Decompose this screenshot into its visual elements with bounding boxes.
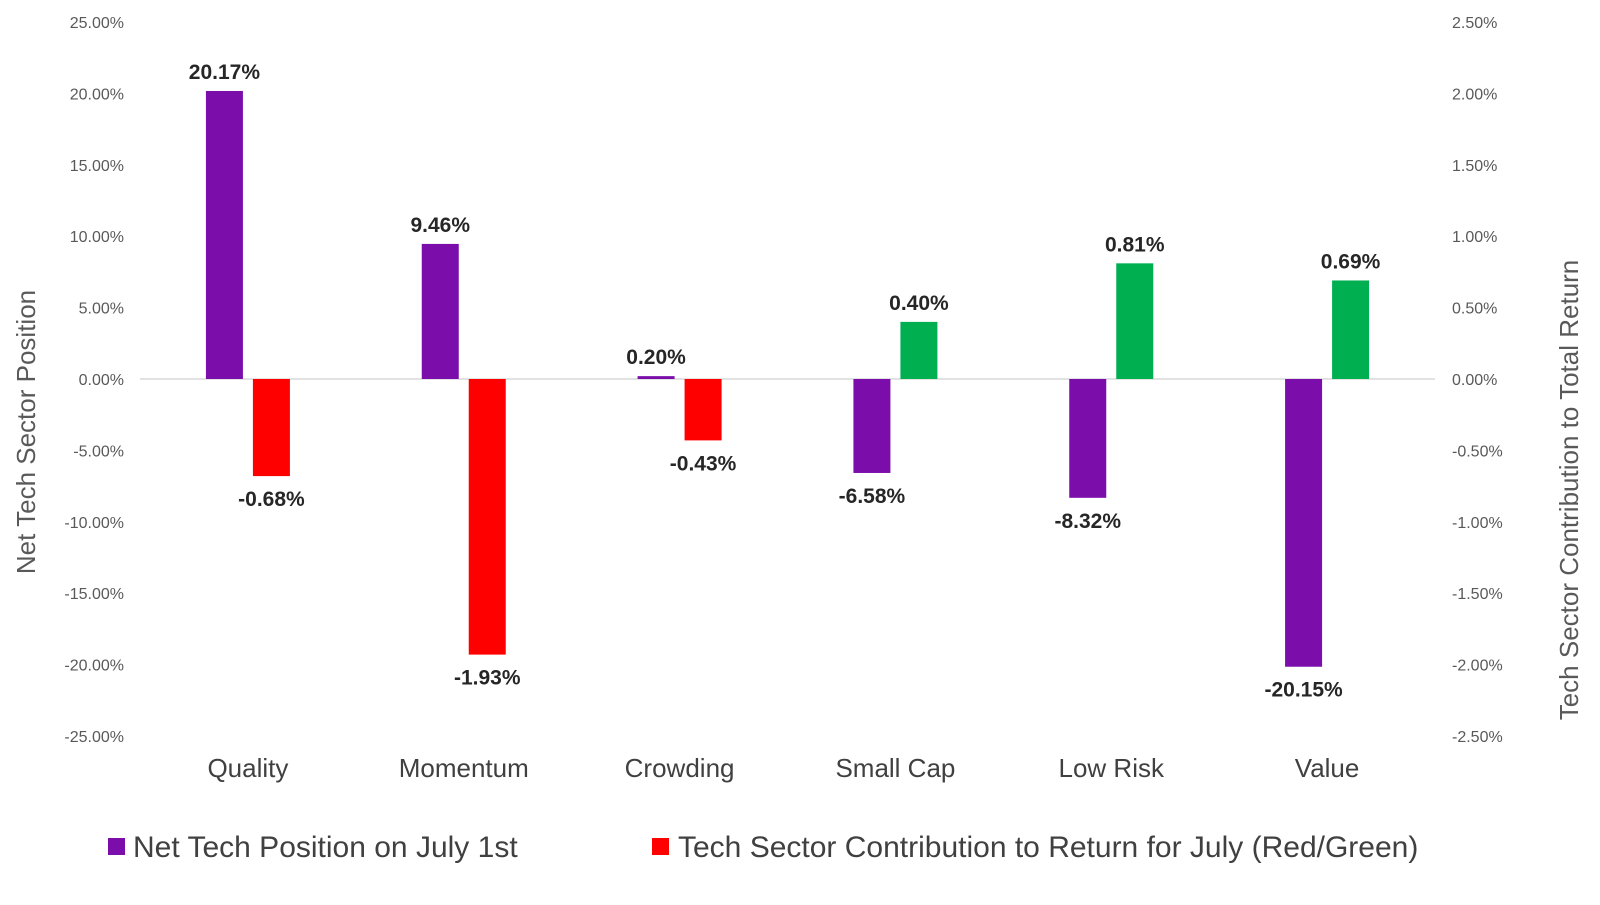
category-label-crowding: Crowding (625, 753, 735, 783)
left-tick-label: -15.00% (64, 586, 124, 603)
left-tick-label: -10.00% (64, 515, 124, 532)
bar-net-tech-position-low-risk (1069, 379, 1107, 498)
bar-tech-sector-contribution-small-cap (900, 321, 938, 379)
data-label-net-tech-position-value: -20.15% (1264, 679, 1343, 702)
right-tick-label: 0.00% (1452, 372, 1497, 389)
bar-net-tech-position-quality (205, 90, 243, 379)
data-label-net-tech-position-quality: 20.17% (189, 61, 261, 84)
data-label-net-tech-position-momentum: 9.46% (410, 214, 470, 237)
left-tick-label: 25.00% (70, 15, 124, 32)
left-tick-label: 20.00% (70, 86, 124, 103)
data-label-tech-sector-contribution-crowding: -0.43% (670, 452, 737, 475)
bar-net-tech-position-crowding (637, 376, 675, 379)
bar-net-tech-position-value (1285, 379, 1323, 667)
data-label-tech-sector-contribution-low-risk: 0.81% (1105, 233, 1165, 256)
category-label-momentum: Momentum (399, 753, 529, 783)
category-label-low-risk: Low Risk (1059, 753, 1165, 783)
legend: Net Tech Position on July 1st Tech Secto… (108, 831, 1418, 864)
category-label-value: Value (1295, 753, 1360, 783)
data-label-net-tech-position-small-cap: -6.58% (839, 485, 906, 508)
bar-tech-sector-contribution-crowding (684, 379, 722, 441)
bar-tech-sector-contribution-quality (252, 379, 290, 477)
data-label-net-tech-position-crowding: 0.20% (626, 346, 686, 369)
right-tick-label: -2.00% (1452, 658, 1503, 675)
bar-tech-sector-contribution-low-risk (1116, 263, 1154, 379)
right-tick-label: -2.50% (1452, 729, 1503, 746)
legend-label-tech-sector-contribution: Tech Sector Contribution to Return for J… (678, 831, 1418, 864)
legend-swatch-net-tech-position (108, 838, 125, 855)
data-label-net-tech-position-low-risk: -8.32% (1054, 510, 1121, 533)
data-label-tech-sector-contribution-value: 0.69% (1321, 250, 1381, 273)
right-tick-label: -0.50% (1452, 443, 1503, 460)
right-tick-label: -1.50% (1452, 586, 1503, 603)
data-label-tech-sector-contribution-momentum: -1.93% (454, 667, 521, 690)
left-tick-label: 15.00% (70, 158, 124, 175)
legend-swatch-tech-sector-contribution (652, 838, 669, 855)
category-labels-layer: Quality Momentum Crowding Small Cap Low Risk… (207, 753, 1359, 783)
left-tick-label: 10.00% (70, 229, 124, 246)
bar-tech-sector-contribution-value (1332, 280, 1370, 379)
category-label-quality: Quality (207, 753, 288, 783)
data-labels-layer: 20.17% -0.68% 9.46% -1.93% 0.20% -0.43% -6.58%… (189, 61, 1381, 702)
data-label-tech-sector-contribution-quality: -0.68% (238, 488, 305, 511)
bar-net-tech-position-momentum (421, 243, 459, 379)
right-tick-label: 1.50% (1452, 158, 1497, 175)
left-tick-label: -20.00% (64, 658, 124, 675)
right-tick-label: 2.50% (1452, 15, 1497, 32)
left-tick-label: 0.00% (79, 372, 124, 389)
right-tick-label: 2.00% (1452, 86, 1497, 103)
left-tick-label: 5.00% (79, 301, 124, 318)
bar-net-tech-position-small-cap (853, 379, 891, 473)
right-tick-label: 0.50% (1452, 301, 1497, 318)
right-tick-label: 1.00% (1452, 229, 1497, 246)
left-axis-title: Net Tech Sector Position (11, 290, 41, 574)
bars-layer (205, 90, 1370, 667)
left-tick-label: -5.00% (73, 443, 124, 460)
legend-label-net-tech-position: Net Tech Position on July 1st (133, 831, 518, 864)
left-tick-label: -25.00% (64, 729, 124, 746)
category-label-small-cap: Small Cap (835, 753, 955, 783)
left-axis-ticks: 25.00% 20.00% 15.00% 10.00% 5.00% 0.00% -5.00%… (64, 15, 124, 746)
bar-tech-sector-contribution-momentum (468, 379, 506, 655)
right-axis-ticks: 2.50% 2.00% 1.50% 1.00% 0.50% 0.00% -0.50% -1.0… (1452, 15, 1503, 746)
data-label-tech-sector-contribution-small-cap: 0.40% (889, 292, 949, 315)
right-axis-title: Tech Sector Contribution to Total Return (1554, 260, 1584, 721)
right-tick-label: -1.00% (1452, 515, 1503, 532)
